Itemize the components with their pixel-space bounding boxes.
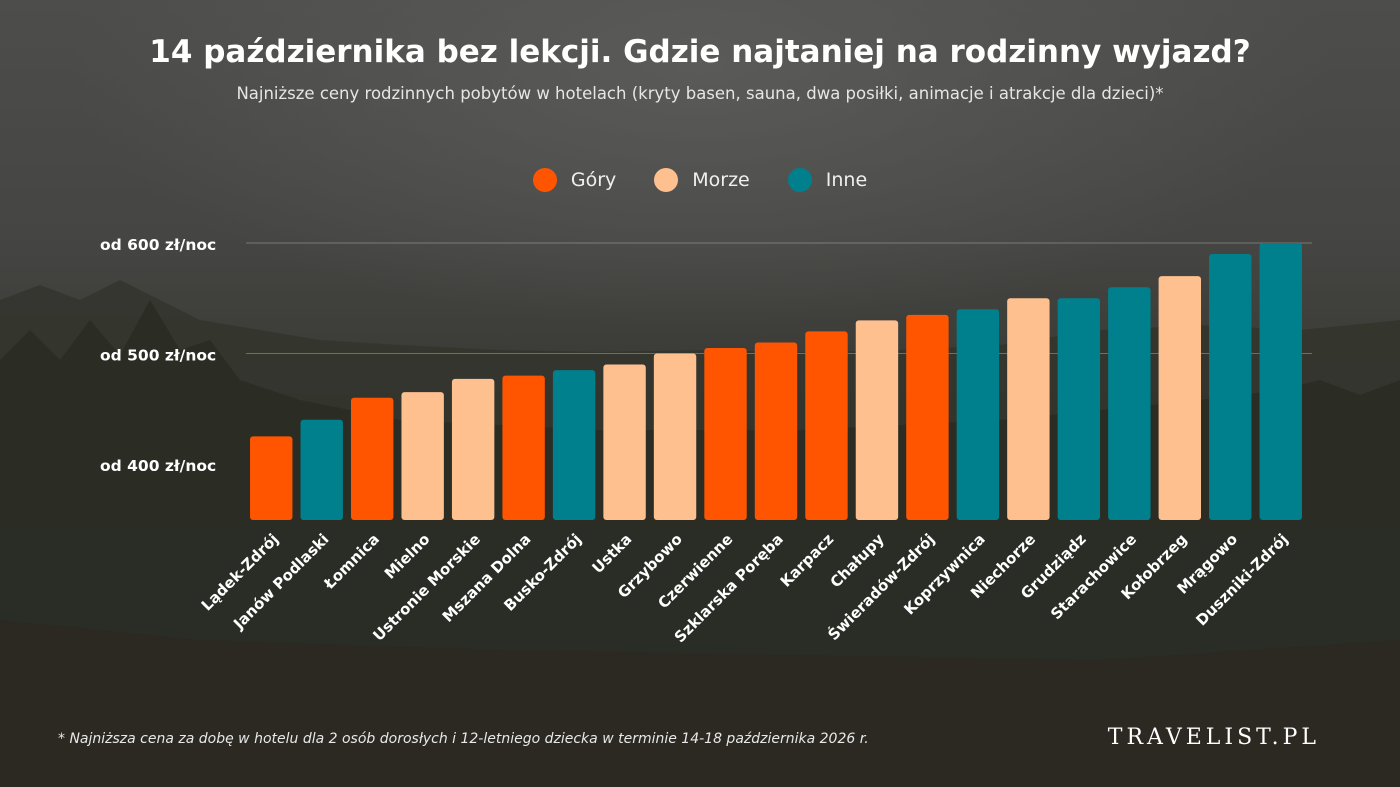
bar-2 — [350, 397, 394, 520]
bar-16 — [1057, 298, 1101, 520]
y-tick-label-500: od 500 zł/noc — [100, 347, 216, 365]
legend-swatch-inne — [787, 168, 812, 192]
legend-item-morze: Morze — [654, 168, 750, 192]
legend-label-morze: Morze — [692, 169, 750, 191]
brand-logo: TRAVELIST.PL — [1107, 725, 1320, 750]
legend-label-gory: Góry — [570, 169, 617, 191]
bar-13 — [906, 314, 949, 520]
bar-6 — [552, 370, 596, 520]
bar-4 — [451, 378, 495, 520]
bar-17 — [1108, 287, 1151, 520]
chart-title: 14 października bez lekcji. Gdzie najtan… — [149, 34, 1251, 70]
legend-swatch-gory — [532, 168, 557, 192]
bar-20 — [1259, 243, 1302, 520]
legend-item-inne: Inne — [787, 168, 868, 192]
x-tick-label-17: Starachowice — [1047, 530, 1140, 623]
bar-11 — [805, 331, 848, 520]
bar-14 — [956, 309, 1000, 520]
x-tick-label-20: Duszniki-Zdrój — [1192, 530, 1291, 629]
bar-18 — [1158, 276, 1202, 520]
bar-5 — [502, 375, 545, 520]
x-tick-label-1: Janów Podlaski — [229, 530, 332, 633]
y-tick-label-400: od 400 zł/noc — [100, 457, 216, 475]
footnote: * Najniższa cena za dobę w hotelu dla 2 … — [58, 731, 869, 747]
bar-0 — [250, 436, 293, 520]
bar-9 — [704, 347, 747, 520]
y-tick-label-600: od 600 zł/noc — [100, 236, 216, 254]
bar-12 — [855, 320, 899, 520]
bar-19 — [1209, 254, 1252, 521]
bar-3 — [401, 392, 444, 520]
bar-10 — [754, 342, 798, 520]
bar-8 — [653, 353, 697, 520]
legend-swatch-morze — [654, 168, 679, 192]
legend: Góry Morze Inne — [0, 168, 1400, 192]
legend-item-gory: Góry — [532, 168, 617, 192]
legend-label-inne: Inne — [825, 169, 868, 191]
bar-1 — [300, 419, 343, 520]
chart-subtitle: Najniższe ceny rodzinnych pobytów w hote… — [236, 84, 1164, 103]
bar-15 — [1007, 298, 1050, 520]
bar-7 — [603, 364, 646, 520]
x-tick-label-7: Ustka — [588, 530, 635, 577]
x-tick-label-5: Mszana Dolna — [439, 530, 535, 626]
